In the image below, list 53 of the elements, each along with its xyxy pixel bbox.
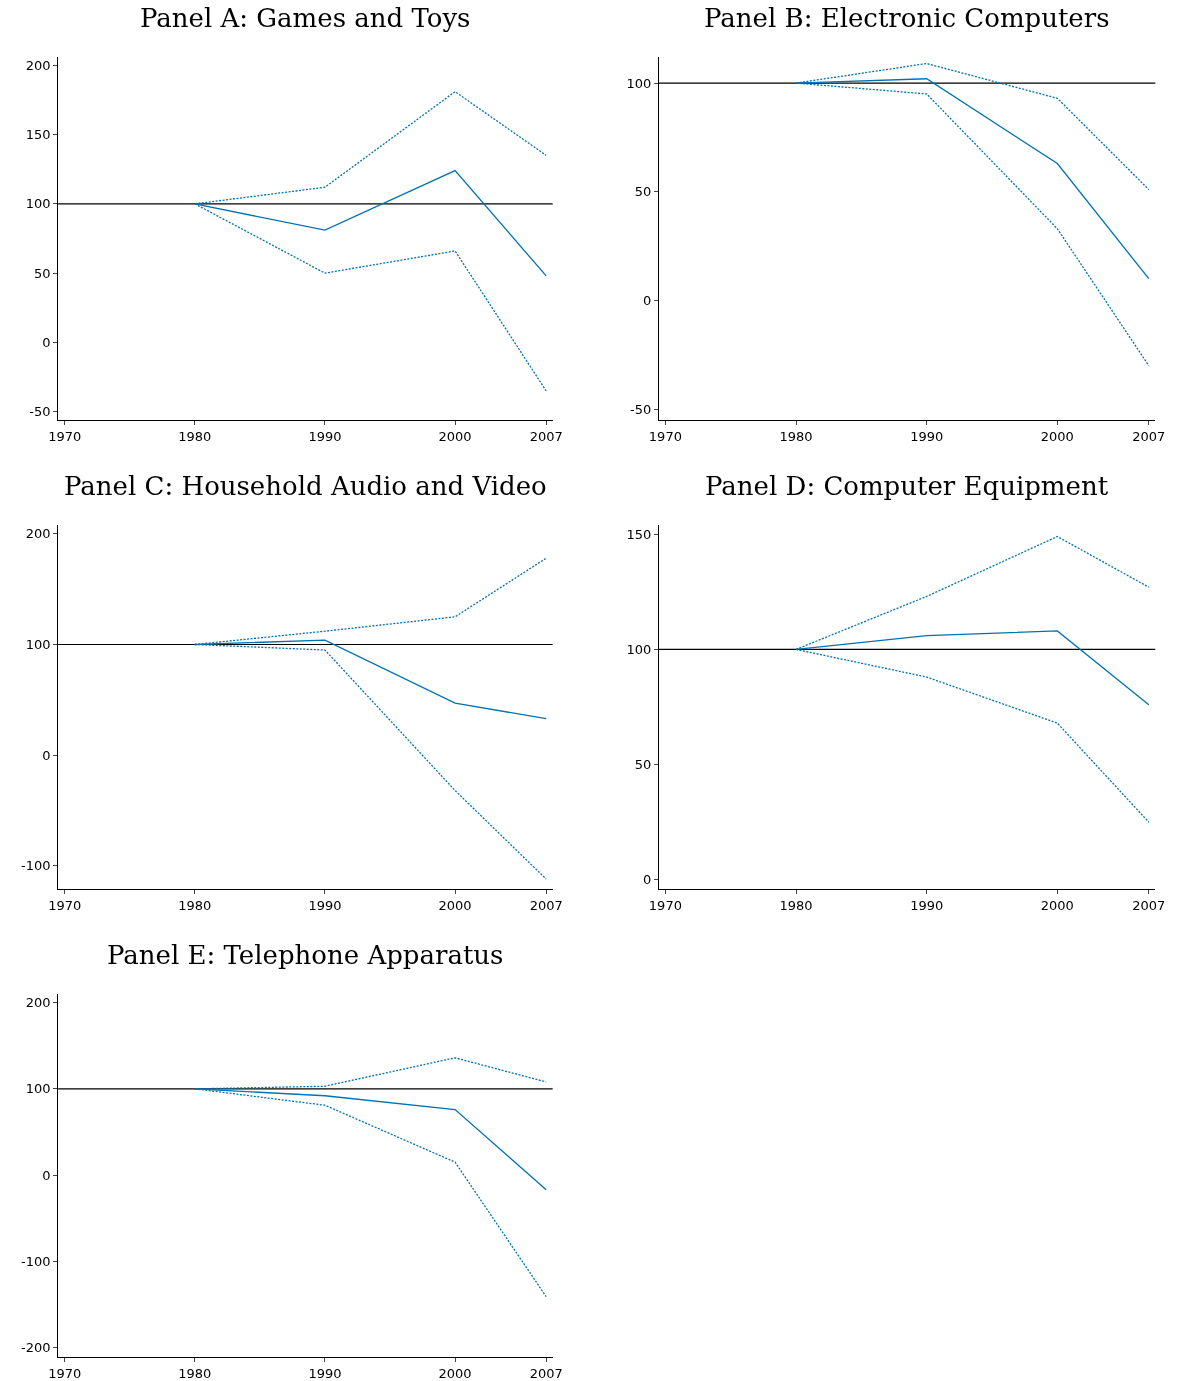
- y-tick-label: 0: [642, 293, 652, 308]
- y-tick-label: 100: [626, 641, 652, 657]
- x-tick-label: 2007: [529, 1365, 563, 1381]
- y-tick-label: -100: [21, 858, 51, 874]
- y-tick-label: 150: [25, 127, 51, 143]
- y-tick-label: -50: [630, 401, 652, 417]
- x-tick-label: 2007: [529, 428, 563, 444]
- x-tick-label: 1980: [178, 897, 212, 913]
- x-tick-label: 1990: [910, 897, 944, 913]
- y-tick-label: 50: [634, 184, 652, 200]
- x-tick-label: 2007: [1132, 428, 1166, 444]
- y-tick-label: 100: [25, 196, 51, 212]
- x-tick-label: 2007: [529, 897, 563, 913]
- x-tick-label: 1990: [308, 428, 342, 444]
- x-tick-label: 2000: [438, 897, 472, 913]
- x-tick-label: 1970: [48, 1365, 82, 1381]
- x-tick-label: 1970: [648, 428, 682, 444]
- y-tick-label: 0: [642, 872, 652, 888]
- chart-title: Panel D: Computer Equipment: [705, 471, 1109, 501]
- x-tick-label: 1980: [178, 428, 212, 444]
- x-tick-label: 2000: [1040, 428, 1074, 444]
- x-tick-label: 1980: [779, 428, 813, 444]
- x-tick-label: 1980: [779, 897, 813, 913]
- x-tick-label: 1990: [910, 428, 944, 444]
- y-tick-label: -50: [29, 404, 51, 420]
- chart-title: Panel B: Electronic Computers: [704, 3, 1110, 33]
- x-tick-label: 2000: [438, 428, 472, 444]
- y-tick-label: 150: [626, 526, 652, 542]
- x-tick-label: 1990: [308, 897, 342, 913]
- x-tick-label: 2000: [1040, 897, 1074, 913]
- y-tick-label: -200: [21, 1340, 51, 1356]
- y-tick-label: 0: [42, 1167, 51, 1183]
- y-tick-label: -100: [21, 1253, 51, 1269]
- y-tick-label: 200: [25, 526, 51, 542]
- y-tick-label: 200: [25, 57, 51, 73]
- x-tick-label: 1970: [648, 897, 682, 913]
- y-tick-label: 100: [25, 637, 51, 653]
- x-tick-label: 1970: [48, 897, 82, 913]
- chart-title: Panel C: Household Audio and Video: [64, 471, 547, 501]
- x-tick-label: 1980: [178, 1365, 212, 1381]
- y-tick-label: 50: [634, 757, 652, 773]
- y-tick-label: 0: [42, 747, 51, 763]
- x-tick-label: 2007: [1132, 897, 1166, 913]
- y-tick-label: 200: [25, 995, 51, 1011]
- x-tick-label: 1970: [48, 428, 82, 444]
- y-tick-label: 50: [34, 265, 51, 281]
- x-tick-label: 1990: [308, 1365, 342, 1381]
- chart-title: Panel E: Telephone Apparatus: [107, 940, 504, 970]
- chart-title: Panel A: Games and Toys: [140, 3, 471, 33]
- y-tick-label: 100: [25, 1081, 51, 1097]
- x-tick-label: 2000: [438, 1365, 472, 1381]
- y-tick-label: 100: [626, 75, 652, 91]
- y-tick-label: 0: [42, 334, 51, 350]
